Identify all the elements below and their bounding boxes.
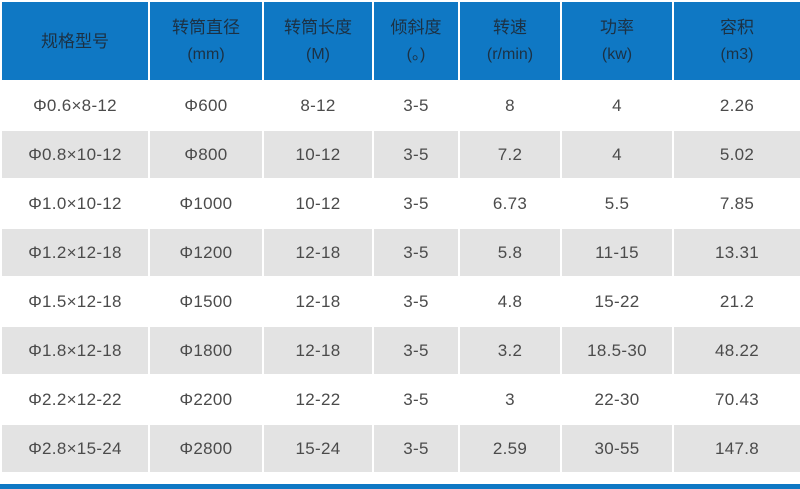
table-row: Φ1.2×12-18 Φ1200 12-18 3-5 5.8 11-15 13.31 (0, 227, 800, 278)
table-cell: Φ600 (148, 80, 264, 131)
table-cell: 3-5 (372, 423, 460, 474)
table-cell: Φ2.8×15-24 (0, 423, 150, 474)
table-row: Φ0.6×8-12 Φ600 8-12 3-5 8 4 2.26 (0, 80, 800, 131)
table-cell: 8-12 (262, 80, 374, 131)
column-unit: (kw) (601, 46, 633, 63)
table-cell: 10-12 (262, 178, 374, 229)
table-cell: 11-15 (560, 227, 674, 278)
table-cell: 48.22 (672, 325, 800, 376)
table-row: Φ1.5×12-18 Φ1500 12-18 3-5 4.8 15-22 21.2 (0, 276, 800, 327)
column-header: 容积 (m3) (672, 0, 800, 82)
table-bottom-bar (0, 484, 800, 489)
column-title: 转速 (493, 18, 527, 37)
table-cell: 8 (458, 80, 562, 131)
table-cell: 12-18 (262, 276, 374, 327)
table-cell: Φ1.2×12-18 (0, 227, 150, 278)
table-cell: 5.02 (672, 129, 800, 180)
table-cell: 70.43 (672, 374, 800, 425)
table-cell: 10-12 (262, 129, 374, 180)
column-title: 转筒直径 (172, 18, 240, 37)
column-title: 倾斜度 (390, 18, 442, 37)
table-cell: Φ800 (148, 129, 264, 180)
table-cell: 4 (560, 80, 674, 131)
table-cell: 18.5-30 (560, 325, 674, 376)
table-cell: 3-5 (372, 325, 460, 376)
table-cell: 3 (458, 374, 562, 425)
table-row: Φ2.2×12-22 Φ2200 12-22 3-5 3 22-30 70.43 (0, 374, 800, 425)
table-row: Φ2.8×15-24 Φ2800 15-24 3-5 2.59 30-55 147.8 (0, 423, 800, 474)
column-title: 功率 (600, 18, 634, 37)
column-unit: (M) (306, 46, 330, 63)
column-header: 规格型号 (0, 0, 150, 82)
table-cell: Φ1200 (148, 227, 264, 278)
table-cell: 3-5 (372, 227, 460, 278)
column-title: 规格型号 (41, 31, 109, 51)
table-cell: Φ2.2×12-22 (0, 374, 150, 425)
column-header: 倾斜度 (。) (372, 0, 460, 82)
table-row: Φ0.8×10-12 Φ800 10-12 3-5 7.2 4 5.02 (0, 129, 800, 180)
header-row: 规格型号 转筒直径 (mm) 转筒长度 (M) 倾斜度 (。) 转速 (r/min) 功率 (kw)… (0, 0, 800, 82)
table-row: Φ1.8×12-18 Φ1800 12-18 3-5 3.2 18.5-30 48.22 (0, 325, 800, 376)
table-cell: 7.85 (672, 178, 800, 229)
table-cell: 21.2 (672, 276, 800, 327)
table-cell: 147.8 (672, 423, 800, 474)
table-cell: 30-55 (560, 423, 674, 474)
column-header: 转速 (r/min) (458, 0, 562, 82)
table-cell: Φ1000 (148, 178, 264, 229)
column-unit: (。) (406, 46, 426, 63)
column-unit: (r/min) (486, 46, 534, 63)
table-cell: 12-18 (262, 325, 374, 376)
column-header: 转筒长度 (M) (262, 0, 374, 82)
spec-table: 规格型号 转筒直径 (mm) 转筒长度 (M) 倾斜度 (。) 转速 (r/min) 功率 (kw)… (0, 0, 800, 474)
table-cell: 15-22 (560, 276, 674, 327)
table-cell: 3-5 (372, 80, 460, 131)
column-unit: (mm) (187, 46, 225, 63)
table-cell: 7.2 (458, 129, 562, 180)
table-cell: Φ1.5×12-18 (0, 276, 150, 327)
table-cell: 2.26 (672, 80, 800, 131)
table-cell: 2.59 (458, 423, 562, 474)
table-cell: 12-18 (262, 227, 374, 278)
column-title: 容积 (720, 18, 754, 37)
table-cell: 22-30 (560, 374, 674, 425)
table-cell: 15-24 (262, 423, 374, 474)
table-cell: 3-5 (372, 129, 460, 180)
table-cell: 3.2 (458, 325, 562, 376)
table-cell: 3-5 (372, 276, 460, 327)
table-cell: 6.73 (458, 178, 562, 229)
table-cell: Φ1800 (148, 325, 264, 376)
table-cell: Φ1.8×12-18 (0, 325, 150, 376)
table-cell: Φ0.6×8-12 (0, 80, 150, 131)
table-cell: 13.31 (672, 227, 800, 278)
column-title: 转筒长度 (284, 18, 352, 37)
column-unit: (m3) (720, 46, 754, 63)
table-cell: Φ0.8×10-12 (0, 129, 150, 180)
column-header: 功率 (kw) (560, 0, 674, 82)
table-cell: 4 (560, 129, 674, 180)
table-cell: 3-5 (372, 374, 460, 425)
table-cell: 3-5 (372, 178, 460, 229)
table-cell: 5.8 (458, 227, 562, 278)
table-cell: 4.8 (458, 276, 562, 327)
table-cell: Φ2800 (148, 423, 264, 474)
table-cell: Φ1500 (148, 276, 264, 327)
table-cell: 12-22 (262, 374, 374, 425)
column-header: 转筒直径 (mm) (148, 0, 264, 82)
table-cell: 5.5 (560, 178, 674, 229)
table-cell: Φ2200 (148, 374, 264, 425)
table-cell: Φ1.0×10-12 (0, 178, 150, 229)
table-row: Φ1.0×10-12 Φ1000 10-12 3-5 6.73 5.5 7.85 (0, 178, 800, 229)
